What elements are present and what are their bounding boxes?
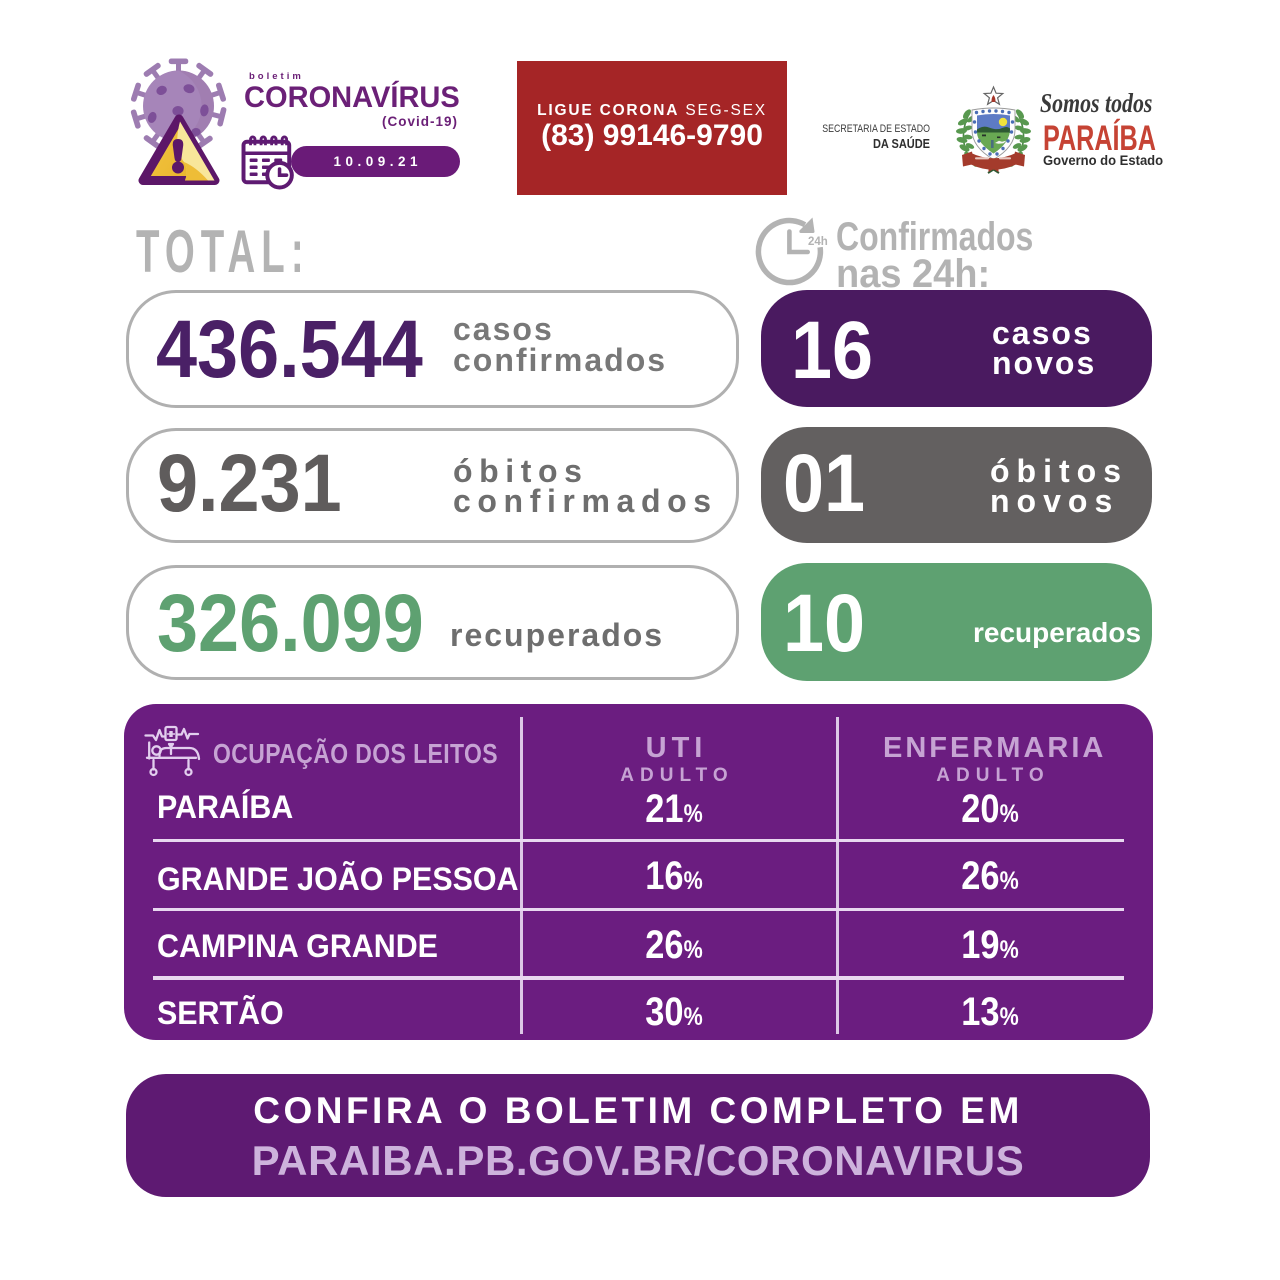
svg-text:24h: 24h — [808, 236, 828, 248]
